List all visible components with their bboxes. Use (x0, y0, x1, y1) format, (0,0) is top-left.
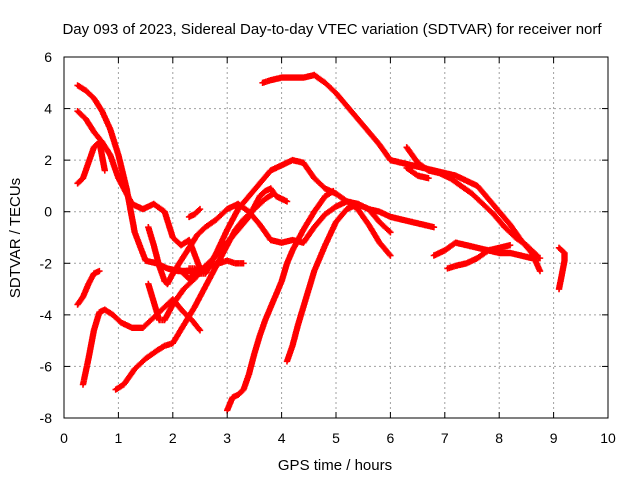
x-tick-label: 3 (223, 430, 231, 446)
y-tick-label: -2 (40, 255, 53, 271)
x-tick-label: 2 (169, 430, 177, 446)
series-track-11 (185, 205, 204, 221)
y-tick-label: 0 (44, 204, 52, 220)
series-track-4 (74, 267, 103, 308)
y-tick-label: 6 (44, 49, 52, 65)
x-tick-label: 9 (550, 430, 558, 446)
point-markers (444, 242, 514, 272)
series-track-15 (403, 144, 541, 259)
point-markers (79, 296, 204, 388)
point-markers (185, 205, 204, 221)
point-markers (555, 244, 568, 293)
x-axis-title: GPS time / hours (278, 457, 392, 474)
point-markers (74, 138, 108, 187)
point-markers (283, 200, 394, 365)
x-tick-label: 10 (600, 430, 616, 446)
series-track-18 (444, 242, 514, 272)
y-tick-label: 4 (44, 101, 52, 117)
grid (64, 57, 608, 418)
series-track-3 (74, 138, 108, 187)
x-tick-labels: 0 1 2 3 4 5 6 7 8 9 10 (60, 430, 616, 446)
series-track-12 (224, 187, 337, 414)
point-markers (74, 82, 204, 277)
x-tick-label: 5 (332, 430, 340, 446)
chart-title: Day 093 of 2023, Sidereal Day-to-day VTE… (62, 21, 602, 38)
y-axis-title: SDTVAR / TECUs (7, 178, 24, 298)
series-track-5 (79, 296, 204, 388)
point-markers (224, 187, 337, 414)
x-tick-label: 1 (115, 430, 123, 446)
x-tick-label: 0 (60, 430, 68, 446)
x-tick-label: 4 (278, 430, 286, 446)
y-tick-label: 2 (44, 152, 52, 168)
series-track-13 (283, 200, 394, 365)
point-markers (74, 267, 103, 308)
point-markers (403, 164, 432, 182)
y-tick-label: -6 (40, 358, 53, 374)
y-tick-label: -8 (40, 410, 53, 426)
axis-ticks (63, 56, 609, 419)
y-tick-labels: -8 -6 -4 -2 0 2 4 6 (40, 49, 53, 426)
point-markers (403, 144, 541, 259)
y-tick-label: -4 (40, 307, 53, 323)
data-points (74, 71, 568, 414)
series-track-16 (403, 164, 432, 182)
x-tick-label: 6 (387, 430, 395, 446)
series-track-19 (555, 244, 568, 293)
x-tick-label: 7 (441, 430, 449, 446)
x-tick-label: 8 (495, 430, 503, 446)
series-track-1 (74, 82, 204, 277)
